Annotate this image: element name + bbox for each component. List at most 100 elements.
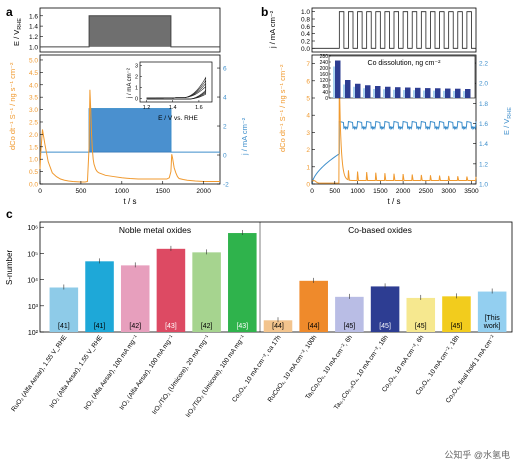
- panel-c-letter: c: [6, 207, 13, 221]
- panel-a-inset-cv-curves: [146, 76, 207, 100]
- panel-b-inset-bars: [333, 60, 471, 98]
- tick-label: 160: [320, 72, 329, 78]
- tick-label: 0: [325, 96, 328, 102]
- bar-ref-7: [44]: [272, 323, 284, 330]
- panel-a-top-ticks: 1.6 1.4 1.2 1.0: [29, 13, 43, 51]
- tick-label: 40: [322, 90, 328, 96]
- inset-bar-6: [385, 86, 391, 98]
- tick-label: 1.2: [143, 105, 151, 111]
- bar-ref-1: [41]: [58, 323, 70, 330]
- inset-bar-14: [465, 89, 471, 98]
- inset-bar-5: [375, 86, 381, 98]
- panel-a-top-axis-label: E / VRHE: [12, 18, 23, 46]
- tick-label: 10²: [28, 330, 39, 337]
- panel-a-y-right-label: j / mA cm⁻²: [240, 117, 249, 156]
- tick-label: 1500: [155, 188, 170, 195]
- panel-b-top-ticks: 1.00.80.60.40.20.0: [301, 9, 315, 53]
- tick-label: 3.5: [29, 95, 38, 102]
- tick-label: 0: [306, 182, 310, 189]
- bar-1: [49, 287, 79, 332]
- bar-9: [335, 296, 364, 332]
- tick-label: 0.0: [29, 182, 38, 189]
- tick-label: 10³: [28, 304, 39, 311]
- tick-label: 5: [306, 96, 310, 103]
- panel-b-y-right-label: E / VRHE: [502, 107, 513, 135]
- tick-label: 80: [322, 84, 328, 90]
- category-label-5: IrO₂/TiO₂ (Umicore), 20 mA mg⁻¹: [151, 333, 212, 415]
- tick-label: 3: [135, 63, 138, 69]
- bar-ref-8: [44]: [308, 323, 320, 330]
- bar-ref-3: [42]: [129, 323, 141, 330]
- tick-label: 0.8: [301, 17, 310, 24]
- tick-label: 1000: [350, 188, 365, 195]
- panel-c-y-ticks: 10² 10³ 10⁴ 10⁵ 10⁶: [27, 225, 44, 337]
- tick-label: 0.6: [301, 24, 310, 31]
- tick-label: 3000: [441, 188, 456, 195]
- tick-label: 500: [75, 188, 86, 195]
- category-label-6: IrO₂/TiO₂ (Umicore), 100 mA mg⁻¹: [185, 333, 248, 418]
- tick-label: 1.0: [301, 9, 310, 16]
- tick-label: 200: [320, 66, 329, 72]
- tick-label: 1.0: [29, 157, 38, 164]
- bar-ref-9: [45]: [344, 323, 356, 330]
- tick-label: 10⁵: [27, 251, 38, 258]
- tick-label: 240: [320, 60, 329, 66]
- bar-5: [192, 252, 221, 332]
- bar-ref-6: [43]: [236, 323, 248, 330]
- tick-label: 0: [223, 153, 227, 160]
- bar-ref-11: [45]: [415, 323, 427, 330]
- watermark: 公知乎 @水氢电: [444, 449, 510, 460]
- tick-label: 1500: [373, 188, 388, 195]
- bar-ref-13: [This: [485, 315, 501, 322]
- panel-c-y-label: S-number: [5, 250, 14, 285]
- inset-bar-4: [365, 85, 371, 98]
- tick-label: 10⁴: [27, 278, 38, 285]
- tick-label: 1.0: [29, 44, 38, 51]
- inset-bar-2: [345, 80, 351, 98]
- tick-label: 4.0: [29, 82, 38, 89]
- panel-b: b 1.00.80.60.40.20.0 j / mA cm⁻² 0123456…: [261, 5, 513, 206]
- bar-3: [120, 265, 150, 332]
- bar-7: [263, 320, 293, 332]
- inset-bar-7: [395, 87, 401, 98]
- tick-label: 2: [135, 74, 138, 80]
- panel-b-inset-title: Co dissolution, ng cm⁻²: [368, 60, 442, 67]
- tick-label: 1.6: [195, 105, 203, 111]
- bar-ref-13-b: work]: [483, 323, 501, 330]
- panel-a-letter: a: [6, 5, 13, 19]
- tick-label: 280: [320, 54, 329, 60]
- tick-label: 3500: [464, 188, 479, 195]
- tick-label: 0.5: [29, 169, 38, 176]
- panel-a-current-trace: [40, 108, 220, 153]
- tick-label: 10⁶: [27, 225, 38, 232]
- tick-label: 1.4: [169, 105, 177, 111]
- tick-label: 0.4: [301, 31, 310, 38]
- tick-label: 2.0: [29, 132, 38, 139]
- panel-a-main-frame: [39, 54, 221, 185]
- inset-bar-9: [415, 87, 421, 98]
- panel-b-letter: b: [261, 5, 268, 19]
- tick-label: 0.0: [301, 46, 310, 53]
- tick-label: 1.4: [479, 141, 488, 148]
- inset-bar-10: [425, 88, 431, 98]
- bar-13: [477, 291, 507, 332]
- tick-label: 120: [320, 78, 329, 84]
- bar-ref-5: [42]: [201, 323, 213, 330]
- bar-2: [85, 261, 114, 332]
- inset-bar-8: [405, 87, 411, 98]
- tick-label: 1.4: [29, 24, 38, 31]
- bar-ref-12: [45]: [451, 323, 463, 330]
- panel-c-group2-label: Co-based oxides: [348, 225, 412, 235]
- tick-label: 7: [306, 61, 310, 68]
- tick-label: 6: [306, 78, 310, 85]
- panel-c: c Noble metal oxides Co-based oxides S-n…: [5, 207, 513, 419]
- tick-label: 1.0: [479, 182, 488, 189]
- panel-c-group1-label: Noble metal oxides: [119, 225, 191, 235]
- panel-a-inset-y-label: j / mA cm⁻²: [127, 68, 133, 99]
- inset-bar-13: [455, 88, 461, 98]
- tick-label: 1.2: [479, 161, 488, 168]
- panel-c-bars: [41] [41] [42] [43] [42] [43] [44] [44] [45] [45]…: [49, 230, 507, 332]
